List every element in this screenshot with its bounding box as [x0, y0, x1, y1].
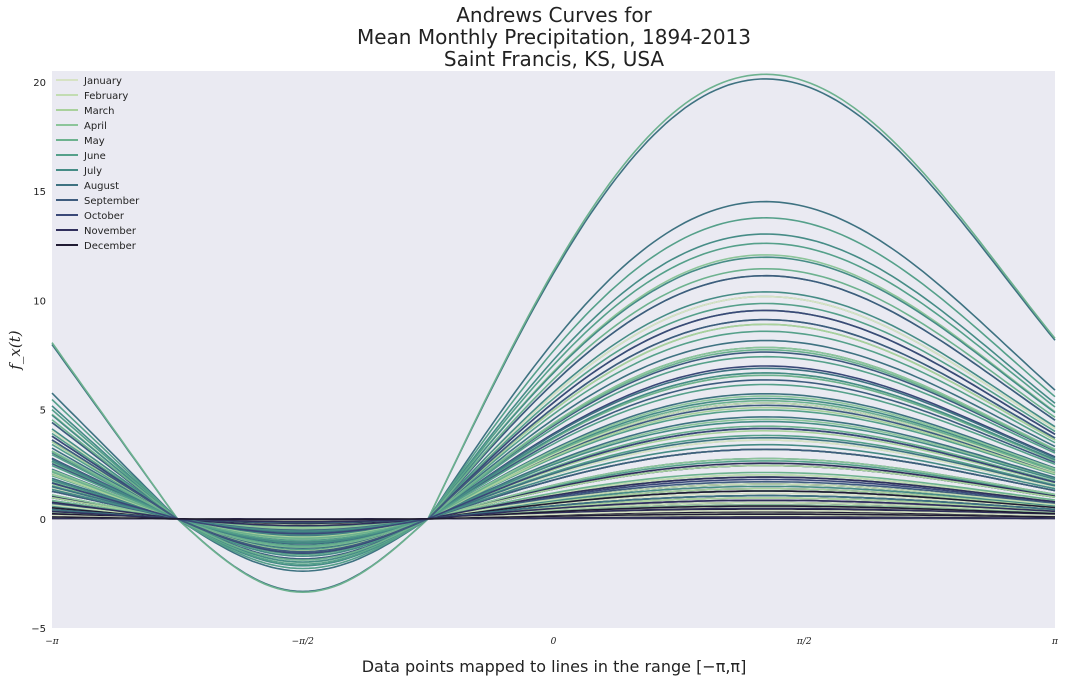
- x-tick-labels: −π −π/2 0 π/2 π: [45, 637, 1059, 647]
- x-tick-label: −π: [45, 637, 60, 647]
- y-tick-labels: −5 0 5 10 15 20: [31, 78, 46, 635]
- curve-july: [51, 256, 1056, 563]
- plot-area: [52, 71, 1055, 628]
- chart-subtitle-line-1: Mean Monthly Precipitation, 1894-2013: [357, 25, 751, 49]
- legend-label: July: [83, 166, 102, 177]
- curve-august: [51, 200, 1056, 573]
- x-tick-label: 0: [551, 637, 557, 647]
- y-axis-label: f_x(t): [6, 330, 24, 370]
- chart-subtitle-line-2: Saint Francis, KS, USA: [444, 47, 665, 71]
- curve-november: [51, 476, 1056, 527]
- chart-title: Andrews Curves for: [456, 3, 652, 27]
- legend-label: June: [83, 151, 106, 162]
- x-axis-label: Data points mapped to lines in the range…: [362, 657, 747, 676]
- y-tick-label: 15: [33, 187, 46, 198]
- legend-label: January: [83, 76, 122, 87]
- curve-july: [51, 291, 1056, 558]
- legend: January February March April May June July Augu…: [56, 76, 140, 252]
- legend-label: February: [84, 91, 128, 102]
- curve-june: [51, 242, 1056, 566]
- legend-label: March: [84, 106, 114, 117]
- curve-may: [51, 73, 1056, 594]
- x-tick-label: π/2: [796, 637, 812, 647]
- legend-label: April: [84, 121, 107, 132]
- curve-july: [51, 372, 1056, 544]
- legend-label: October: [84, 211, 125, 222]
- curve-may: [51, 399, 1056, 540]
- legend-label: May: [84, 136, 105, 147]
- legend-label: September: [84, 196, 140, 207]
- legend-label: August: [84, 181, 119, 192]
- curve-layer: [51, 73, 1056, 594]
- curve-july: [51, 443, 1056, 532]
- curve-october: [51, 427, 1056, 535]
- curve-september: [51, 318, 1056, 553]
- curve-may: [51, 349, 1056, 548]
- y-tick-label: 20: [33, 78, 46, 89]
- y-tick-label: 5: [40, 406, 46, 417]
- curve-december: [51, 513, 1056, 521]
- x-tick-label: −π/2: [292, 637, 314, 647]
- curve-november: [51, 499, 1056, 523]
- curve-june: [51, 383, 1056, 542]
- curve-may: [51, 268, 1056, 561]
- y-tick-label: 10: [33, 296, 46, 307]
- curve-june: [51, 216, 1056, 570]
- y-tick-label: −5: [31, 624, 46, 635]
- y-tick-label: 0: [40, 515, 46, 526]
- legend-label: December: [84, 241, 137, 252]
- x-tick-label: π: [1051, 637, 1059, 647]
- legend-label: November: [84, 226, 137, 237]
